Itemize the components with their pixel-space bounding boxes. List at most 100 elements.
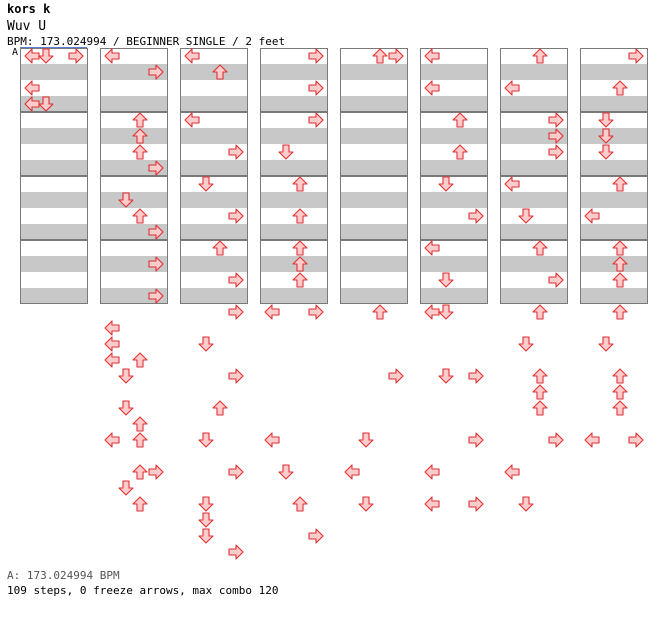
up-arrow-icon bbox=[532, 240, 548, 256]
measure-box bbox=[180, 176, 248, 240]
beat-band bbox=[20, 64, 88, 80]
beat-band bbox=[500, 224, 568, 240]
beat-band bbox=[340, 256, 408, 272]
left-arrow-icon bbox=[104, 352, 120, 368]
right-arrow-icon bbox=[148, 256, 164, 272]
beat-band bbox=[20, 128, 88, 144]
left-arrow-icon bbox=[184, 112, 200, 128]
right-arrow-icon bbox=[548, 272, 564, 288]
beat-band bbox=[180, 192, 248, 208]
up-arrow-icon bbox=[532, 48, 548, 64]
up-arrow-icon bbox=[292, 272, 308, 288]
measure-box bbox=[580, 48, 648, 112]
beat-band bbox=[420, 272, 488, 288]
footer-stats: 109 steps, 0 freeze arrows, max combo 12… bbox=[7, 584, 279, 597]
up-arrow-icon bbox=[212, 240, 228, 256]
beat-band bbox=[500, 256, 568, 272]
beat-band bbox=[20, 80, 88, 96]
down-arrow-icon bbox=[438, 176, 454, 192]
beat-band bbox=[20, 256, 88, 272]
beat-band bbox=[20, 224, 88, 240]
beat-band bbox=[580, 48, 648, 64]
down-arrow-icon bbox=[198, 336, 214, 352]
right-arrow-icon bbox=[468, 496, 484, 512]
up-arrow-icon bbox=[292, 256, 308, 272]
measure-box bbox=[340, 112, 408, 176]
measure-box bbox=[580, 176, 648, 240]
left-arrow-icon bbox=[104, 432, 120, 448]
beat-band bbox=[180, 160, 248, 176]
beat-band bbox=[100, 160, 168, 176]
beat-band bbox=[340, 240, 408, 256]
up-arrow-icon bbox=[612, 80, 628, 96]
beat-band bbox=[180, 208, 248, 224]
beat-band bbox=[580, 224, 648, 240]
down-arrow-icon bbox=[278, 144, 294, 160]
right-arrow-icon bbox=[308, 48, 324, 64]
up-arrow-icon bbox=[612, 400, 628, 416]
left-arrow-icon bbox=[424, 240, 440, 256]
up-arrow-icon bbox=[612, 176, 628, 192]
beat-band bbox=[340, 80, 408, 96]
down-arrow-icon bbox=[198, 512, 214, 528]
beat-band bbox=[340, 224, 408, 240]
beat-band bbox=[180, 224, 248, 240]
measure-box bbox=[100, 112, 168, 176]
left-arrow-icon bbox=[504, 464, 520, 480]
up-arrow-icon bbox=[132, 208, 148, 224]
beat-band bbox=[180, 112, 248, 128]
up-arrow-icon bbox=[612, 240, 628, 256]
down-arrow-icon bbox=[438, 304, 454, 320]
beat-band bbox=[420, 288, 488, 304]
beat-band bbox=[260, 48, 328, 64]
beat-band bbox=[580, 112, 648, 128]
beat-band bbox=[420, 176, 488, 192]
beat-band bbox=[260, 144, 328, 160]
left-arrow-icon bbox=[504, 80, 520, 96]
left-arrow-icon bbox=[424, 80, 440, 96]
up-arrow-icon bbox=[612, 256, 628, 272]
beat-band bbox=[20, 48, 88, 64]
beat-band bbox=[340, 176, 408, 192]
measure-box bbox=[100, 240, 168, 304]
beat-band bbox=[20, 288, 88, 304]
down-arrow-icon bbox=[518, 336, 534, 352]
down-arrow-icon bbox=[518, 496, 534, 512]
beat-band bbox=[20, 144, 88, 160]
beat-band bbox=[500, 160, 568, 176]
beat-band bbox=[420, 48, 488, 64]
right-arrow-icon bbox=[68, 48, 84, 64]
beat-band bbox=[260, 64, 328, 80]
beat-band bbox=[500, 176, 568, 192]
beat-band bbox=[340, 112, 408, 128]
beat-band bbox=[20, 272, 88, 288]
beat-band bbox=[500, 192, 568, 208]
right-arrow-icon bbox=[548, 144, 564, 160]
left-arrow-icon bbox=[264, 432, 280, 448]
right-arrow-icon bbox=[308, 528, 324, 544]
down-arrow-icon bbox=[598, 336, 614, 352]
beat-band bbox=[260, 160, 328, 176]
beat-band bbox=[500, 144, 568, 160]
beat-band bbox=[100, 96, 168, 112]
down-arrow-icon bbox=[438, 272, 454, 288]
measure-box bbox=[180, 48, 248, 112]
up-arrow-icon bbox=[372, 304, 388, 320]
up-arrow-icon bbox=[132, 352, 148, 368]
beat-band bbox=[500, 96, 568, 112]
beat-band bbox=[420, 224, 488, 240]
down-arrow-icon bbox=[598, 112, 614, 128]
left-arrow-icon bbox=[424, 464, 440, 480]
up-arrow-icon bbox=[132, 464, 148, 480]
up-arrow-icon bbox=[292, 208, 308, 224]
beat-band bbox=[180, 144, 248, 160]
left-arrow-icon bbox=[264, 304, 280, 320]
beat-band bbox=[580, 96, 648, 112]
chart-column bbox=[340, 48, 408, 560]
beat-band bbox=[580, 288, 648, 304]
beat-band bbox=[340, 208, 408, 224]
right-arrow-icon bbox=[628, 48, 644, 64]
down-arrow-icon bbox=[118, 368, 134, 384]
right-arrow-icon bbox=[468, 208, 484, 224]
up-arrow-icon bbox=[132, 112, 148, 128]
